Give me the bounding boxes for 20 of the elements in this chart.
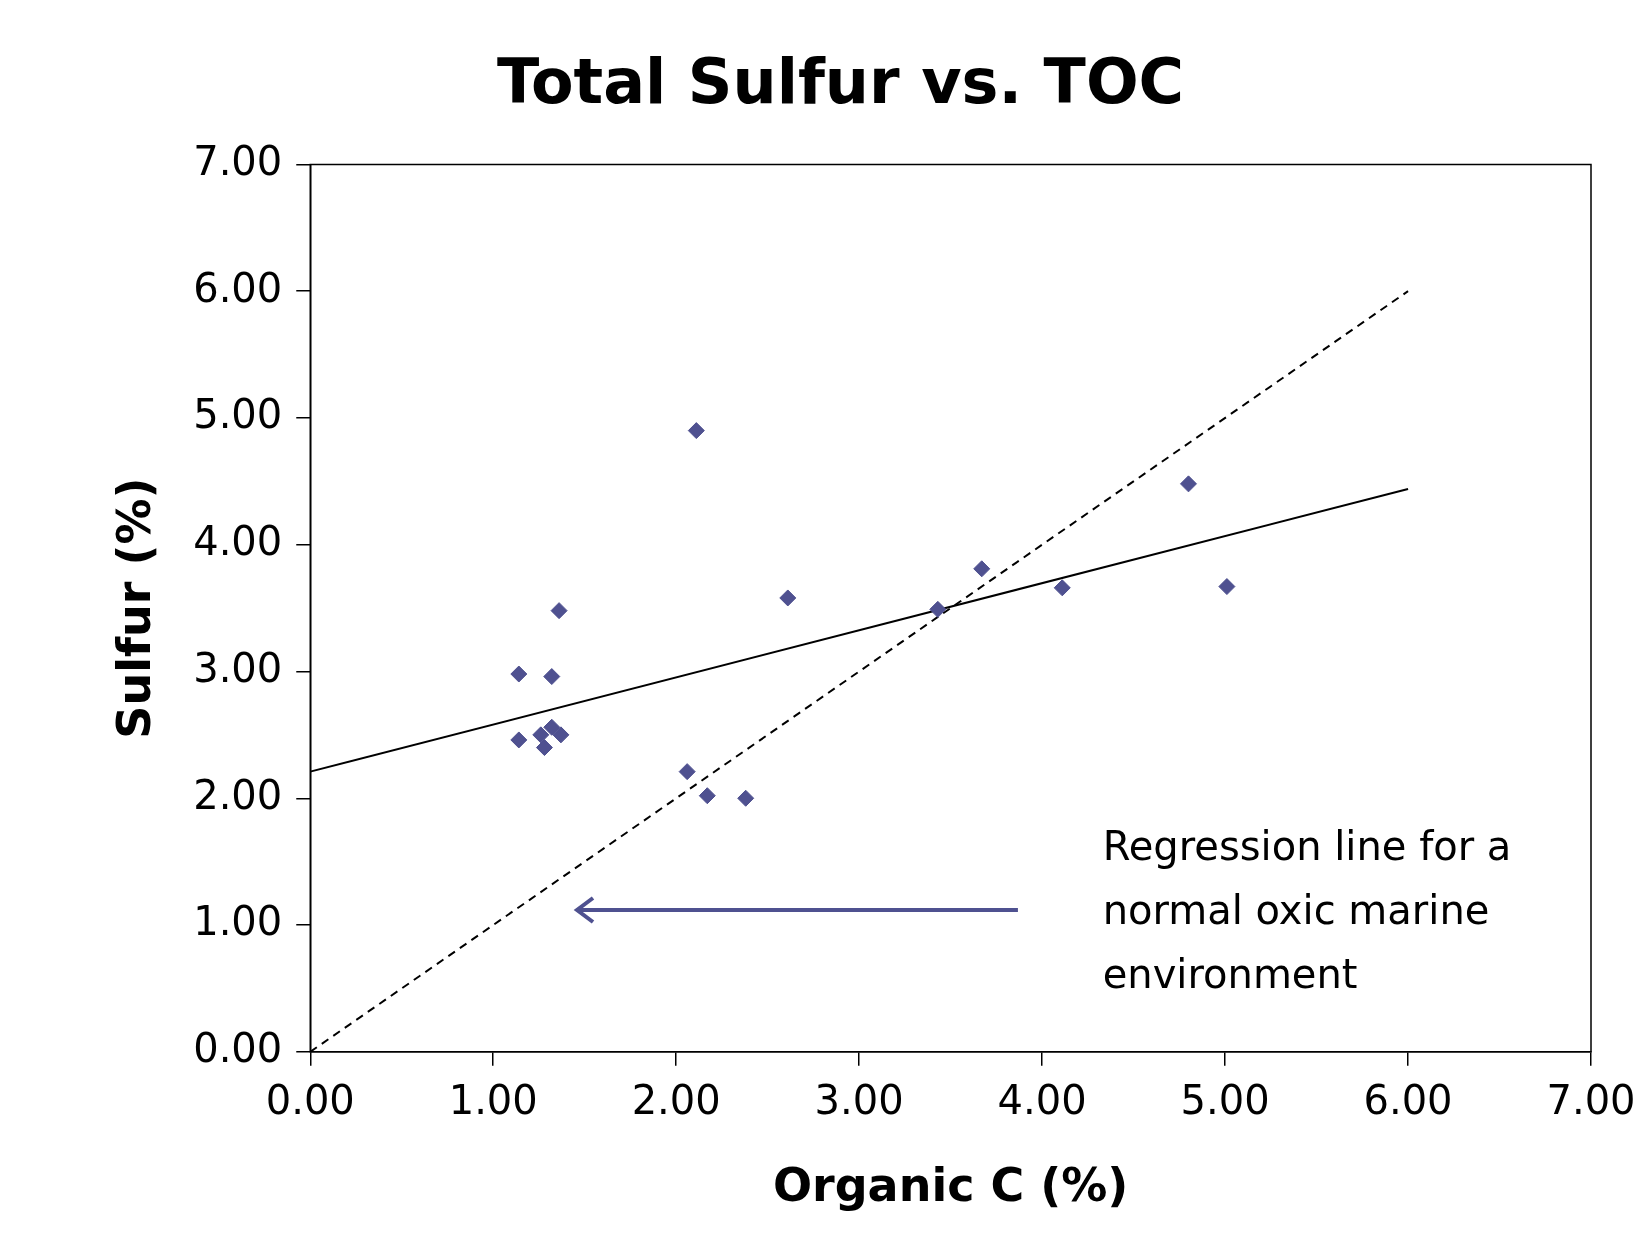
x-tick-label: 1.00: [448, 1077, 538, 1124]
x-tick-label: 4.00: [997, 1077, 1087, 1124]
y-axis-title: Sulfur (%): [106, 477, 161, 739]
x-tick-label: 7.00: [1546, 1077, 1636, 1124]
x-tick-label: 2.00: [631, 1077, 721, 1124]
y-tick-label: 3.00: [193, 644, 283, 691]
y-tick-label: 5.00: [193, 391, 283, 438]
x-tick-label: 6.00: [1363, 1077, 1453, 1124]
y-tick-label: 6.00: [193, 264, 283, 311]
y-tick-label: 7.00: [193, 137, 283, 184]
x-tick-label: 0.00: [265, 1077, 355, 1124]
chart-title: Total Sulfur vs. TOC: [496, 45, 1185, 119]
annotation: Regression line for a normal oxic marine environment: [1102, 823, 1512, 998]
x-axis-title: Organic C (%): [772, 1158, 1129, 1213]
y-tick-label: 1.00: [193, 898, 283, 945]
y-tick-label: 4.00: [193, 518, 283, 565]
x-tick-label: 3.00: [814, 1077, 904, 1124]
y-tick-label: 0.00: [193, 1025, 283, 1072]
y-tick-label: 2.00: [193, 771, 283, 818]
x-tick-label: 5.00: [1180, 1077, 1270, 1124]
